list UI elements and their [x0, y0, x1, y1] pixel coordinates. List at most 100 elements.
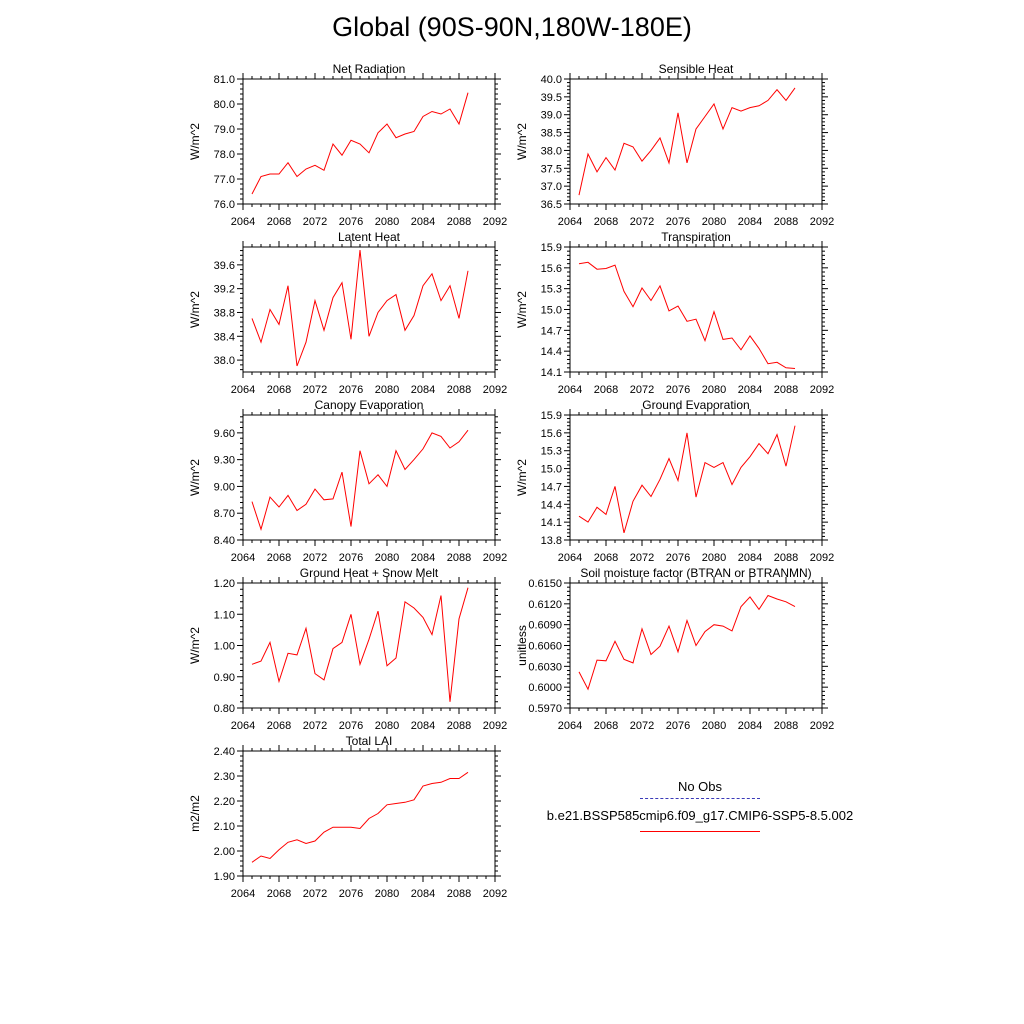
x-tick-label: 2092 [483, 216, 507, 228]
x-tick-label: 2068 [594, 384, 618, 396]
y-tick-label: 15.9 [541, 410, 562, 422]
y-tick-label: 37.0 [541, 181, 562, 193]
y-tick-label: 0.6030 [528, 661, 562, 673]
series-line [251, 771, 469, 863]
x-tick-label: 2080 [702, 720, 726, 732]
y-axis-label: W/m^2 [188, 291, 202, 328]
panel-title: Ground Evaporation [642, 398, 749, 412]
x-tick-label: 2088 [447, 384, 471, 396]
panel-title: Sensible Heat [659, 62, 734, 76]
chart-panel-canopy-evaporation: Canopy Evaporation W/m^2 2064 2068 2072 2076 2… [188, 398, 507, 564]
x-tick-label: 2068 [267, 552, 291, 564]
y-tick-label: 14.4 [541, 499, 562, 511]
chart-panel-transpiration: Transpiration W/m^2 2064 2068 2072 2076 2080 20… [515, 230, 834, 396]
y-axis-label: W/m^2 [188, 459, 202, 496]
x-tick-label: 2064 [558, 216, 582, 228]
x-tick-label: 2088 [774, 216, 798, 228]
x-tick-label: 2064 [558, 384, 582, 396]
chart-panel-ground-heat-snow-melt: Ground Heat + Snow Melt W/m^2 2064 2068 2072… [188, 566, 507, 732]
series-line [251, 587, 469, 702]
y-tick-label: 8.70 [214, 508, 235, 520]
x-tick-label: 2076 [339, 552, 363, 564]
y-tick-label: 0.6090 [528, 620, 562, 632]
plot-frame [242, 582, 496, 709]
x-tick-label: 2092 [810, 384, 834, 396]
y-tick-label: 80.0 [214, 99, 235, 111]
chart-panel-latent-heat: Latent Heat W/m^2 2064 2068 2072 2076 2080 2084… [188, 230, 507, 396]
x-tick-label: 2080 [702, 552, 726, 564]
legend: No Obs b.e21.BSSP585cmip6.f09_g17.CMIP6-… [520, 778, 880, 832]
y-tick-label: 37.5 [541, 163, 562, 175]
y-tick-label: 38.5 [541, 128, 562, 140]
y-tick-label: 81.0 [214, 74, 235, 86]
y-tick-label: 2.00 [214, 846, 235, 858]
x-tick-label: 2084 [738, 720, 762, 732]
y-tick-label: 14.7 [541, 325, 562, 337]
y-tick-label: 39.2 [214, 284, 235, 296]
y-tick-label: 77.0 [214, 174, 235, 186]
y-tick-label: 0.6060 [528, 641, 562, 653]
y-tick-label: 13.8 [541, 535, 562, 547]
y-tick-label: 9.30 [214, 455, 235, 467]
y-tick-label: 39.6 [214, 260, 235, 272]
y-tick-label: 38.0 [214, 355, 235, 367]
y-tick-label: 8.40 [214, 535, 235, 547]
x-tick-label: 2088 [447, 216, 471, 228]
y-tick-label: 9.00 [214, 481, 235, 493]
x-tick-label: 2092 [483, 384, 507, 396]
x-tick-label: 2064 [231, 552, 255, 564]
x-tick-label: 2080 [375, 216, 399, 228]
x-tick-label: 2076 [339, 720, 363, 732]
panel-title: Net Radiation [333, 62, 406, 76]
y-tick-label: 0.6000 [528, 682, 562, 694]
y-tick-label: 39.5 [541, 92, 562, 104]
y-tick-label: 14.1 [541, 517, 562, 529]
y-tick-label: 15.0 [541, 464, 562, 476]
x-tick-label: 2092 [810, 216, 834, 228]
y-tick-label: 15.6 [541, 428, 562, 440]
x-tick-label: 2084 [411, 216, 435, 228]
x-tick-label: 2068 [267, 216, 291, 228]
x-tick-label: 2084 [738, 552, 762, 564]
x-tick-label: 2080 [702, 216, 726, 228]
legend-model-label: b.e21.BSSP585cmip6.f09_g17.CMIP6-SSP5-8.… [546, 808, 854, 823]
y-tick-label: 1.90 [214, 871, 235, 883]
legend-model-line [640, 831, 760, 832]
page-title: Global (90S-90N,180W-180E) [332, 12, 692, 42]
chart-panel-net-radiation: Net Radiation W/m^2 2064 2068 2072 2076 2080 20… [188, 62, 507, 228]
legend-obs-label: No Obs [677, 779, 723, 794]
y-axis-label: W/m^2 [188, 123, 202, 160]
y-axis-label: W/m^2 [188, 627, 202, 664]
y-tick-label: 2.10 [214, 821, 235, 833]
y-tick-label: 14.7 [541, 481, 562, 493]
x-tick-label: 2068 [267, 720, 291, 732]
panel-title: Canopy Evaporation [315, 398, 424, 412]
x-tick-label: 2068 [594, 216, 618, 228]
y-axis-label: unitless [515, 625, 529, 666]
x-tick-label: 2064 [231, 216, 255, 228]
y-tick-label: 78.0 [214, 149, 235, 161]
x-tick-label: 2092 [810, 720, 834, 732]
y-tick-label: 38.0 [541, 145, 562, 157]
x-tick-label: 2080 [375, 720, 399, 732]
x-tick-label: 2080 [375, 888, 399, 900]
y-tick-label: 15.9 [541, 242, 562, 254]
series-line [251, 92, 469, 195]
plot-frame [242, 78, 496, 205]
x-tick-label: 2088 [774, 384, 798, 396]
x-tick-label: 2076 [666, 552, 690, 564]
x-tick-label: 2084 [411, 720, 435, 732]
x-tick-label: 2068 [594, 552, 618, 564]
x-tick-label: 2080 [375, 552, 399, 564]
series-line [578, 425, 796, 534]
x-tick-label: 2084 [411, 384, 435, 396]
y-tick-label: 79.0 [214, 124, 235, 136]
x-tick-label: 2076 [339, 216, 363, 228]
x-tick-label: 2072 [630, 552, 654, 564]
x-tick-label: 2064 [231, 384, 255, 396]
x-tick-label: 2088 [447, 720, 471, 732]
y-tick-label: 15.3 [541, 446, 562, 458]
y-tick-label: 40.0 [541, 74, 562, 86]
x-tick-label: 2072 [630, 216, 654, 228]
y-tick-label: 1.20 [214, 578, 235, 590]
